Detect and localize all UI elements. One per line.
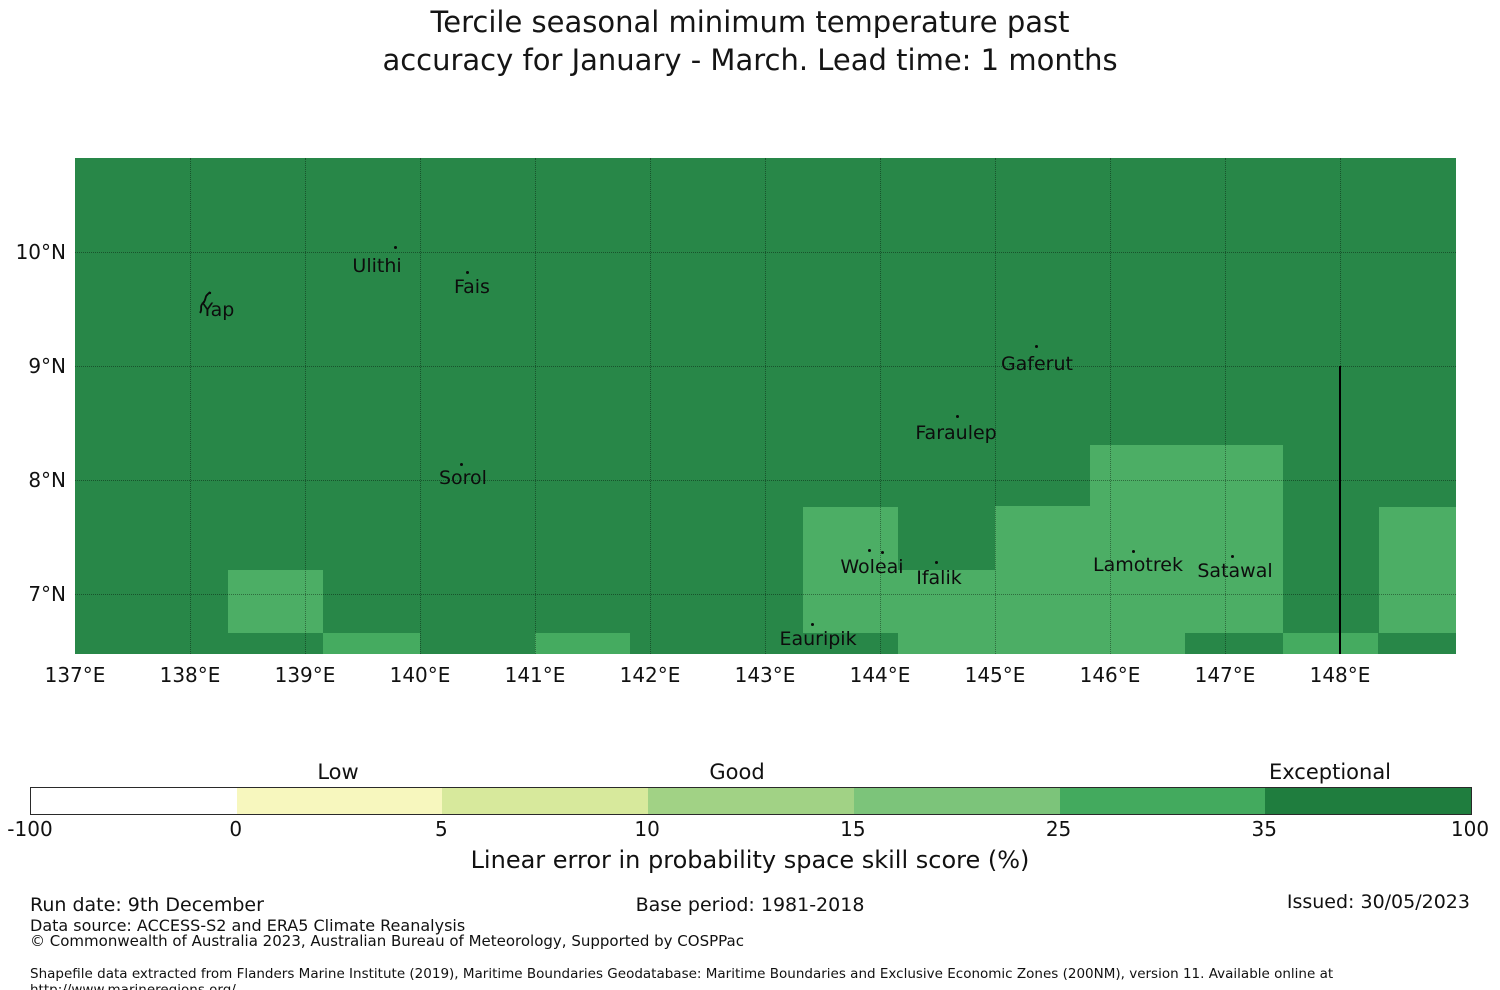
island-label-fais: Fais (453, 276, 490, 298)
colorbar-category-label-good: Good (709, 760, 765, 784)
x-tick-label: 145°E (964, 663, 1026, 687)
gridline-meridian (765, 158, 766, 654)
x-tick-label: 140°E (389, 663, 451, 687)
colorbar-tick-label: 15 (840, 817, 866, 841)
island-label-faraulep: Faraulep (915, 422, 997, 445)
colorbar-segment-0 (31, 788, 237, 814)
island-marker-sorol (460, 462, 464, 466)
x-tick-label: 141°E (504, 663, 566, 687)
island-marker-fais (466, 270, 470, 274)
x-tick-label: 139°E (274, 663, 336, 687)
y-tick-label: 10°N (15, 240, 66, 265)
island-marker-faraulep (955, 414, 959, 418)
x-tick-label: 144°E (849, 663, 911, 687)
colorbar-segment-6 (1265, 788, 1471, 814)
skill-region-woleai (802, 507, 899, 633)
island-label-yap: Yap (201, 299, 235, 321)
chart-title-line2: accuracy for January - March. Lead time:… (382, 43, 1118, 77)
skill-region-elato (995, 506, 1091, 654)
skill-region-east-edge (1379, 507, 1457, 633)
island-outline-yap (199, 291, 212, 314)
colorbar-axis-label: Linear error in probability space skill … (470, 846, 1030, 874)
base-period-text: Base period: 1981-2018 (635, 894, 865, 916)
eez-boundary-line (1339, 366, 1341, 654)
island-marker-eauripik (810, 622, 814, 626)
chart-title: Tercile seasonal minimum temperature pas… (0, 3, 1500, 79)
colorbar-segment-1 (236, 788, 443, 814)
data-source-text: Data source: ACCESS-S2 and ERA5 Climate … (30, 916, 466, 935)
island-marker-gaferut (1035, 344, 1039, 348)
skill-region-satawal (1184, 444, 1283, 633)
island-marker-woleai (868, 548, 872, 552)
colorbar-tick-label: 35 (1251, 817, 1278, 841)
island-marker-lamotrek (1131, 549, 1135, 553)
island-label-ulithi: Ulithi (352, 255, 402, 278)
island-label-eauripik: Eauripik (779, 628, 857, 651)
colorbar-tick-label: 0 (229, 817, 243, 841)
x-tick-label: 147°E (1194, 663, 1256, 687)
gridline-parallel (75, 366, 1457, 368)
x-tick-label: 142°E (619, 663, 681, 687)
colorbar-bar (30, 787, 1472, 815)
skill-region-bottom-strip-141 (535, 632, 631, 654)
colorbar-tick-label: 5 (435, 817, 448, 841)
issued-text: Issued: 30/05/2023 (1286, 891, 1470, 913)
shapefile-attribution-text: Shapefile data extracted from Flanders M… (30, 966, 1334, 990)
gridline-meridian (535, 158, 536, 654)
skill-region-yap-south (227, 570, 324, 633)
colorbar-tick-label: 10 (634, 817, 660, 841)
x-tick-label: 137°E (44, 663, 106, 687)
x-tick-label: 138°E (159, 663, 221, 687)
copyright-text: © Commonwealth of Australia 2023, Austra… (30, 932, 744, 950)
y-tick-label: 9°N (28, 354, 66, 379)
x-tick-label: 146°E (1079, 663, 1141, 687)
island-marker-woleai-2 (880, 551, 884, 555)
island-label-woleai: Woleai (840, 556, 904, 579)
colorbar-segment-5 (1059, 788, 1266, 814)
island-label-lamotrek: Lamotrek (1093, 554, 1183, 577)
colorbar-category-label-low: Low (317, 760, 359, 784)
x-tick-label: 143°E (734, 663, 796, 687)
island-marker-ulithi (393, 245, 397, 249)
map-canvas: Yap Ulithi Fais Sorol Gaferut Faraulep Woleai I… (75, 158, 1457, 654)
island-label-gaferut: Gaferut (1000, 353, 1073, 376)
island-label-satawal: Satawal (1197, 560, 1273, 583)
chart-title-line1: Tercile seasonal minimum temperature pas… (430, 5, 1070, 39)
gridline-meridian (420, 158, 421, 654)
colorbar-tick-label: -100 (7, 817, 53, 841)
y-tick-label: 7°N (28, 582, 66, 607)
skill-region-bottom-strip-148 (1282, 632, 1378, 654)
gridline-parallel (75, 252, 1457, 254)
skill-region-lamotrek (1090, 444, 1185, 654)
colorbar-segment-4 (853, 788, 1060, 814)
gridline-meridian (190, 158, 191, 654)
x-tick-label: 148°E (1309, 663, 1371, 687)
skill-region-bottom-strip-139 (323, 632, 420, 654)
gridline-meridian (650, 158, 651, 654)
colorbar-segment-3 (648, 788, 854, 814)
island-marker-ifalik (934, 560, 938, 564)
skill-region-ifalik (898, 570, 995, 654)
colorbar-category-label-exceptional: Exceptional (1268, 760, 1392, 784)
colorbar-tick-label: 100 (1450, 817, 1490, 841)
island-label-sorol: Sorol (438, 467, 487, 490)
colorbar-tick-label: 25 (1045, 817, 1072, 841)
y-tick-label: 8°N (28, 468, 66, 493)
colorbar-segment-2 (442, 788, 649, 814)
island-marker-satawal (1230, 554, 1234, 558)
island-label-ifalik: Ifalik (916, 567, 962, 590)
run-date-text: Run date: 9th December (30, 894, 264, 916)
